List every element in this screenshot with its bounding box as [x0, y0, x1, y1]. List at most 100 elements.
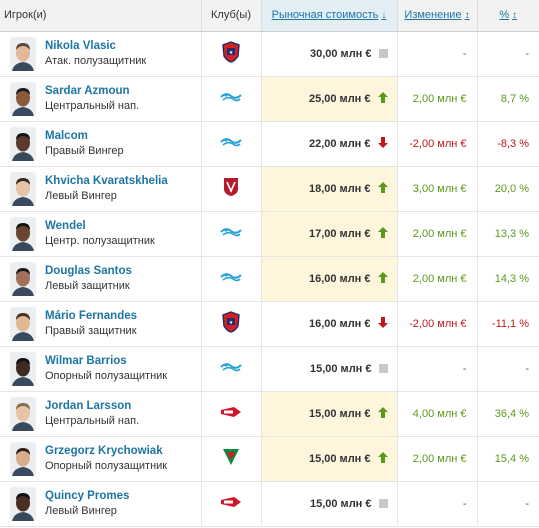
arrow-up-icon: [377, 406, 389, 421]
table-row: Jordan Larsson Центральный нап. 15,00 мл…: [0, 391, 539, 437]
player-photo[interactable]: [10, 396, 36, 431]
lokomotiv-logo[interactable]: [221, 449, 241, 470]
percent-value: -: [477, 346, 539, 392]
player-photo[interactable]: [10, 171, 36, 206]
change-value: -: [397, 481, 478, 527]
player-photo[interactable]: [10, 351, 36, 386]
player-name-link[interactable]: Mário Fernandes: [45, 310, 138, 322]
spartak-logo[interactable]: [220, 407, 242, 422]
player-photo[interactable]: [10, 126, 36, 161]
player-photo[interactable]: [10, 261, 36, 296]
zenit-logo[interactable]: [220, 363, 242, 377]
percent-value: -11,1 %: [477, 301, 539, 347]
header-percent[interactable]: % ↕: [477, 0, 539, 32]
player-photo[interactable]: [10, 486, 36, 521]
arrow-up-icon: [377, 91, 389, 106]
table-row: Grzegorz Krychowiak Опорный полузащитник…: [0, 436, 539, 482]
percent-value: -8,3 %: [477, 121, 539, 167]
header-market-value[interactable]: Рыночная стоимость ↓: [261, 0, 398, 32]
player-name-link[interactable]: Nikola Vlasic: [45, 40, 116, 52]
table-row: Nikola Vlasic Атак. полузащитник ★ 30,00…: [0, 31, 539, 77]
table-row: Mário Fernandes Правый защитник ★ 16,00 …: [0, 301, 539, 347]
market-value-cell: 22,00 млн €: [261, 121, 398, 167]
change-value: 3,00 млн €: [397, 166, 478, 212]
table-row: Malcom Правый Вингер 22,00 млн € -2,00 м…: [0, 121, 539, 167]
arrow-down-icon: [377, 316, 389, 331]
player-photo[interactable]: [10, 81, 36, 116]
player-cell: Quincy Promes Левый Вингер: [0, 481, 202, 527]
percent-value: 36,4 %: [477, 391, 539, 437]
player-name-link[interactable]: Jordan Larsson: [45, 400, 132, 412]
player-cell: Khvicha Kvaratskhelia Левый Вингер: [0, 166, 202, 212]
player-name-link[interactable]: Douglas Santos: [45, 265, 132, 277]
player-photo[interactable]: [10, 216, 36, 251]
player-cell: Nikola Vlasic Атак. полузащитник: [0, 31, 202, 77]
player-photo[interactable]: [10, 36, 36, 71]
sort-icon: ↕: [464, 10, 470, 22]
header-player: Игрок(и): [0, 0, 202, 32]
player-name-link[interactable]: Wilmar Barrios: [45, 355, 127, 367]
cska-logo[interactable]: ★: [221, 311, 241, 336]
change-value: 2,00 млн €: [397, 76, 478, 122]
club-cell: [201, 256, 262, 302]
market-value-cell: 18,00 млн €: [261, 166, 398, 212]
zenit-logo[interactable]: [220, 228, 242, 242]
player-name-link[interactable]: Wendel: [45, 220, 86, 232]
player-name-link[interactable]: Grzegorz Krychowiak: [45, 445, 163, 457]
no-change-icon: [378, 499, 388, 509]
market-value-cell: 15,00 млн €: [261, 391, 398, 437]
market-value: 15,00 млн €: [308, 452, 371, 465]
header-change[interactable]: Изменение ↕: [397, 0, 478, 32]
player-position: Атак. полузащитник: [45, 55, 147, 67]
player-name-link[interactable]: Khvicha Kvaratskhelia: [45, 175, 168, 187]
zenit-logo[interactable]: [220, 93, 242, 107]
market-value: 15,00 млн €: [308, 407, 371, 420]
player-cell: Douglas Santos Левый защитник: [0, 256, 202, 302]
change-value: 2,00 млн €: [397, 256, 478, 302]
table-row: Wilmar Barrios Опорный полузащитник 15,0…: [0, 346, 539, 392]
percent-value: -: [477, 31, 539, 77]
player-name-link[interactable]: Malcom: [45, 130, 88, 142]
table-header: Игрок(и) Клуб(ы) Рыночная стоимость ↓ Изм…: [0, 0, 539, 32]
player-cell: Sardar Azmoun Центральный нап.: [0, 76, 202, 122]
rubin-logo[interactable]: [223, 178, 239, 200]
table-row: Douglas Santos Левый защитник 16,00 млн …: [0, 256, 539, 302]
player-name-link[interactable]: Sardar Azmoun: [45, 85, 130, 97]
market-value-cell: 25,00 млн €: [261, 76, 398, 122]
percent-value: 13,3 %: [477, 211, 539, 257]
arrow-up-icon: [377, 451, 389, 466]
change-value: -: [397, 346, 478, 392]
header-club: Клуб(ы): [201, 0, 262, 32]
player-cell: Mário Fernandes Правый защитник: [0, 301, 202, 347]
player-position: Центральный нап.: [45, 415, 140, 427]
market-value: 16,00 млн €: [308, 272, 371, 285]
no-change-icon: [378, 364, 388, 374]
player-photo[interactable]: [10, 441, 36, 476]
player-photo[interactable]: [10, 306, 36, 341]
change-value: -2,00 млн €: [397, 121, 478, 167]
market-value: 25,00 млн €: [308, 92, 371, 105]
market-value-cell: 17,00 млн €: [261, 211, 398, 257]
market-value-cell: 30,00 млн €: [261, 31, 398, 77]
cska-logo[interactable]: ★: [221, 41, 241, 66]
player-cell: Malcom Правый Вингер: [0, 121, 202, 167]
arrow-up-icon: [377, 271, 389, 286]
table-row: Quincy Promes Левый Вингер 15,00 млн € -…: [0, 481, 539, 527]
spartak-logo[interactable]: [220, 497, 242, 512]
table-row: Sardar Azmoun Центральный нап. 25,00 млн…: [0, 76, 539, 122]
player-position: Центральный нап.: [45, 100, 140, 112]
zenit-logo[interactable]: [220, 138, 242, 152]
percent-value: 8,7 %: [477, 76, 539, 122]
club-cell: [201, 436, 262, 482]
market-value-cell: 15,00 млн €: [261, 346, 398, 392]
market-value-cell: 15,00 млн €: [261, 481, 398, 527]
market-value-cell: 16,00 млн €: [261, 301, 398, 347]
zenit-logo[interactable]: [220, 273, 242, 287]
club-cell: [201, 166, 262, 212]
percent-value: 15,4 %: [477, 436, 539, 482]
percent-value: 20,0 %: [477, 166, 539, 212]
change-value: 4,00 млн €: [397, 391, 478, 437]
player-position: Правый Вингер: [45, 145, 124, 157]
player-name-link[interactable]: Quincy Promes: [45, 490, 130, 502]
